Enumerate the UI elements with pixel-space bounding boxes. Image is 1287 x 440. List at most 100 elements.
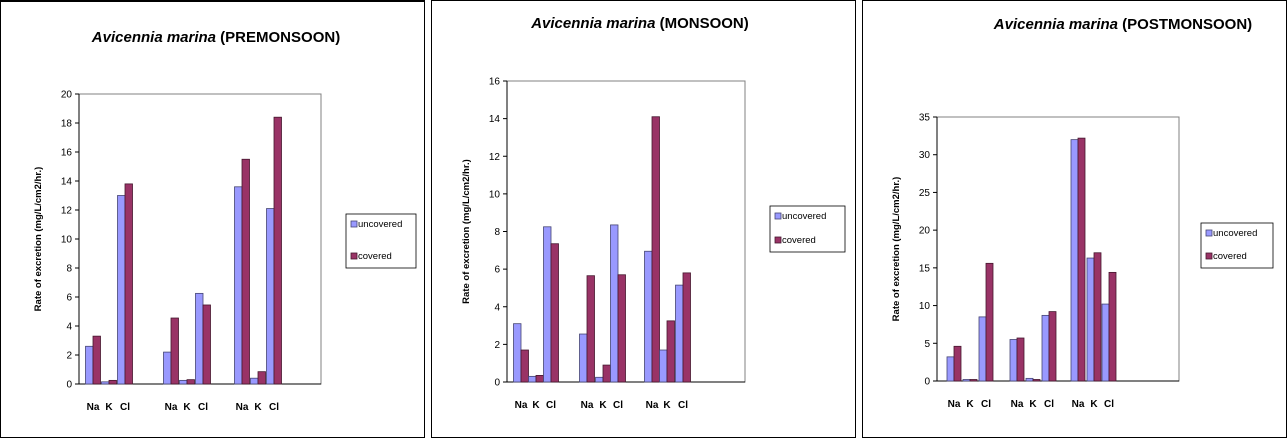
x-category-label: Na bbox=[581, 400, 594, 411]
x-category-label: Na bbox=[1072, 399, 1085, 410]
bar-uncovered-9 bbox=[1101, 303, 1110, 382]
bar-covered-7 bbox=[1077, 137, 1086, 382]
y-tick-label: 12 bbox=[61, 206, 73, 217]
chart-panel-postmonsoon: Avicennia marina (POSTMONSOON) 0 5 10 15 20 25… bbox=[862, 0, 1287, 438]
bar-covered-9 bbox=[682, 272, 691, 383]
x-category-label: Cl bbox=[120, 402, 130, 413]
x-category-label: Cl bbox=[1044, 399, 1054, 410]
plot-area bbox=[506, 80, 746, 383]
bar-covered-6 bbox=[202, 304, 211, 385]
chart-monsoon: Avicennia marina (MONSOON) 0 2 4 6 8 10 12 14 16 R… bbox=[461, 15, 846, 411]
bar-covered-6 bbox=[617, 274, 626, 383]
legend-box bbox=[1200, 222, 1274, 269]
bar-uncovered-9 bbox=[266, 208, 275, 385]
x-category-label: Cl bbox=[269, 402, 279, 413]
bar-covered-1 bbox=[92, 335, 101, 385]
bar-covered-6 bbox=[1048, 311, 1057, 382]
legend-swatch-covered bbox=[774, 236, 782, 244]
legend-label-uncovered: uncovered bbox=[358, 219, 402, 230]
bar-covered-5 bbox=[186, 379, 195, 385]
bar-covered-3 bbox=[985, 262, 994, 382]
bar-covered-2 bbox=[969, 379, 978, 382]
legend-label-covered: covered bbox=[782, 235, 816, 246]
bar-uncovered-4 bbox=[1009, 339, 1018, 382]
y-axis-label: Rate of excretion (mg/L/cm2/hr.) bbox=[891, 177, 902, 322]
legend-box bbox=[769, 205, 846, 253]
title-season: (MONSOON) bbox=[655, 15, 748, 32]
bar-uncovered-3 bbox=[978, 316, 987, 382]
chart-postmonsoon: Avicennia marina (POSTMONSOON) 0 5 10 15 20 25… bbox=[891, 16, 1274, 410]
bar-covered-3 bbox=[550, 243, 559, 383]
legend-label-covered: covered bbox=[358, 251, 392, 262]
bar-covered-4 bbox=[1016, 337, 1025, 382]
bar-uncovered-9 bbox=[675, 284, 684, 383]
bar-uncovered-3 bbox=[117, 195, 126, 385]
bar-covered-2 bbox=[108, 379, 117, 385]
bar-uncovered-6 bbox=[610, 224, 619, 383]
chart-premonsoon: Avicennia marina (PREMONSOON) 0 2 4 6 8 10 12 14… bbox=[33, 29, 417, 413]
bar-uncovered-8 bbox=[659, 349, 668, 383]
chart-panel-premonsoon: Avicennia marina (PREMONSOON) 0 2 4 6 8 10 12 14… bbox=[0, 0, 425, 438]
x-category-label: Na bbox=[948, 399, 961, 410]
bar-uncovered-2 bbox=[528, 375, 537, 383]
y-tick-label: 35 bbox=[919, 113, 931, 124]
y-tick-label: 12 bbox=[489, 152, 501, 163]
bar-uncovered-4 bbox=[163, 351, 172, 385]
y-axis-label: Rate of excretion (mg/L/cm2/hr.) bbox=[33, 167, 44, 312]
legend-swatch-covered bbox=[1205, 252, 1213, 260]
bar-uncovered-1 bbox=[85, 345, 94, 385]
y-tick-label: 10 bbox=[919, 301, 931, 312]
y-tick-label: 14 bbox=[61, 177, 73, 188]
x-category-label: K bbox=[183, 402, 191, 413]
bar-covered-8 bbox=[1093, 252, 1102, 382]
bar-uncovered-7 bbox=[1070, 139, 1079, 382]
y-tick-label: 4 bbox=[66, 322, 72, 333]
bar-covered-4 bbox=[170, 317, 179, 385]
y-tick-label: 20 bbox=[61, 90, 73, 101]
x-category-label: K bbox=[1029, 399, 1037, 410]
legend-swatch-uncovered bbox=[1205, 229, 1213, 237]
x-category-label: Cl bbox=[546, 400, 556, 411]
bar-covered-5 bbox=[1032, 379, 1041, 382]
chart-title: Avicennia marina (PREMONSOON) bbox=[91, 29, 340, 46]
chart-title: Avicennia marina (POSTMONSOON) bbox=[993, 16, 1252, 33]
bar-uncovered-6 bbox=[1041, 314, 1050, 382]
bar-uncovered-6 bbox=[195, 292, 204, 385]
title-season: (POSTMONSOON) bbox=[1118, 16, 1252, 33]
y-tick-label: 4 bbox=[494, 302, 500, 313]
y-tick-label: 14 bbox=[489, 114, 501, 125]
legend-label-uncovered: uncovered bbox=[782, 211, 826, 222]
x-category-label: K bbox=[599, 400, 607, 411]
y-tick-label: 6 bbox=[66, 293, 72, 304]
bar-covered-8 bbox=[666, 320, 675, 383]
y-tick-label: 5 bbox=[924, 339, 930, 350]
y-tick-label: 2 bbox=[66, 351, 72, 362]
bar-covered-7 bbox=[651, 116, 660, 383]
legend-swatch-uncovered bbox=[774, 212, 782, 220]
x-category-label: K bbox=[1090, 399, 1098, 410]
chart-panel-monsoon: Avicennia marina (MONSOON) 0 2 4 6 8 10 12 14 16 R… bbox=[431, 0, 856, 438]
x-category-label: Na bbox=[515, 400, 528, 411]
bar-uncovered-8 bbox=[250, 377, 259, 385]
bar-uncovered-7 bbox=[234, 186, 243, 385]
legend-swatch-covered bbox=[350, 252, 358, 260]
y-tick-label: 10 bbox=[489, 189, 501, 200]
x-category-label: Cl bbox=[613, 400, 623, 411]
y-tick-label: 8 bbox=[66, 264, 72, 275]
title-species: Avicennia marina bbox=[91, 29, 216, 46]
y-tick-label: 2 bbox=[494, 340, 500, 351]
x-category-label: Na bbox=[1011, 399, 1024, 410]
y-tick-label: 18 bbox=[61, 119, 73, 130]
x-category-label: K bbox=[105, 402, 113, 413]
y-tick-label: 0 bbox=[66, 380, 72, 391]
bar-uncovered-5 bbox=[179, 379, 188, 385]
bar-covered-7 bbox=[241, 158, 250, 385]
bar-covered-4 bbox=[586, 275, 595, 383]
y-tick-label: 16 bbox=[61, 148, 73, 159]
y-tick-label: 8 bbox=[494, 227, 500, 238]
x-category-label: Na bbox=[87, 402, 100, 413]
bar-uncovered-7 bbox=[644, 250, 653, 383]
y-tick-label: 6 bbox=[494, 265, 500, 276]
x-category-label: K bbox=[663, 400, 671, 411]
y-axis-label: Rate of excretion (mg/L/cm2/hr.) bbox=[461, 159, 472, 304]
